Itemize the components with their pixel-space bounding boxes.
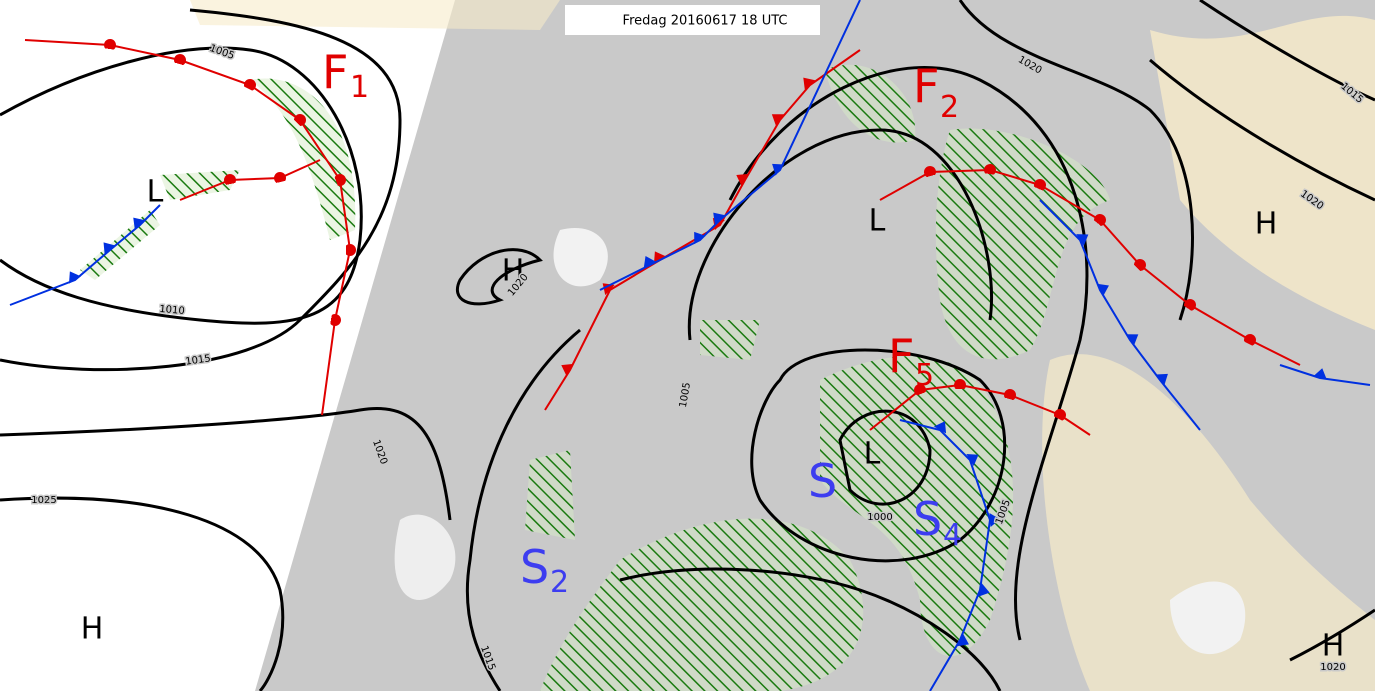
pressure-center: H (1322, 629, 1345, 664)
pressure-center: H (81, 612, 104, 647)
front-index: 2 (940, 90, 959, 125)
system-label: S (913, 492, 942, 546)
system-index: 2 (550, 565, 569, 600)
front-index: 1 (350, 70, 369, 105)
system-label: S (520, 540, 549, 594)
system-label: S (808, 454, 837, 508)
front-label: F (322, 45, 348, 99)
pressure-center: H (502, 254, 525, 289)
map-title: Fredag 20160617 18 UTC (623, 14, 788, 29)
front-label: F (913, 59, 939, 113)
system-index: 4 (943, 518, 962, 553)
pressure-center: L (864, 437, 881, 472)
front-label: F (888, 329, 914, 383)
isobar-label: 1020 (1320, 662, 1345, 673)
title-box (565, 5, 820, 35)
isobar-label: 1015 (185, 353, 212, 367)
fronts (9, 0, 1371, 691)
isobar-label: 1000 (867, 512, 892, 523)
pressure-center: L (869, 204, 886, 239)
pressure-center: L (147, 175, 164, 210)
front-index: 5 (915, 358, 934, 393)
isobar-label: 1010 (159, 304, 185, 317)
pressure-center: H (1255, 207, 1278, 242)
isobar-label: 1025 (31, 495, 56, 506)
